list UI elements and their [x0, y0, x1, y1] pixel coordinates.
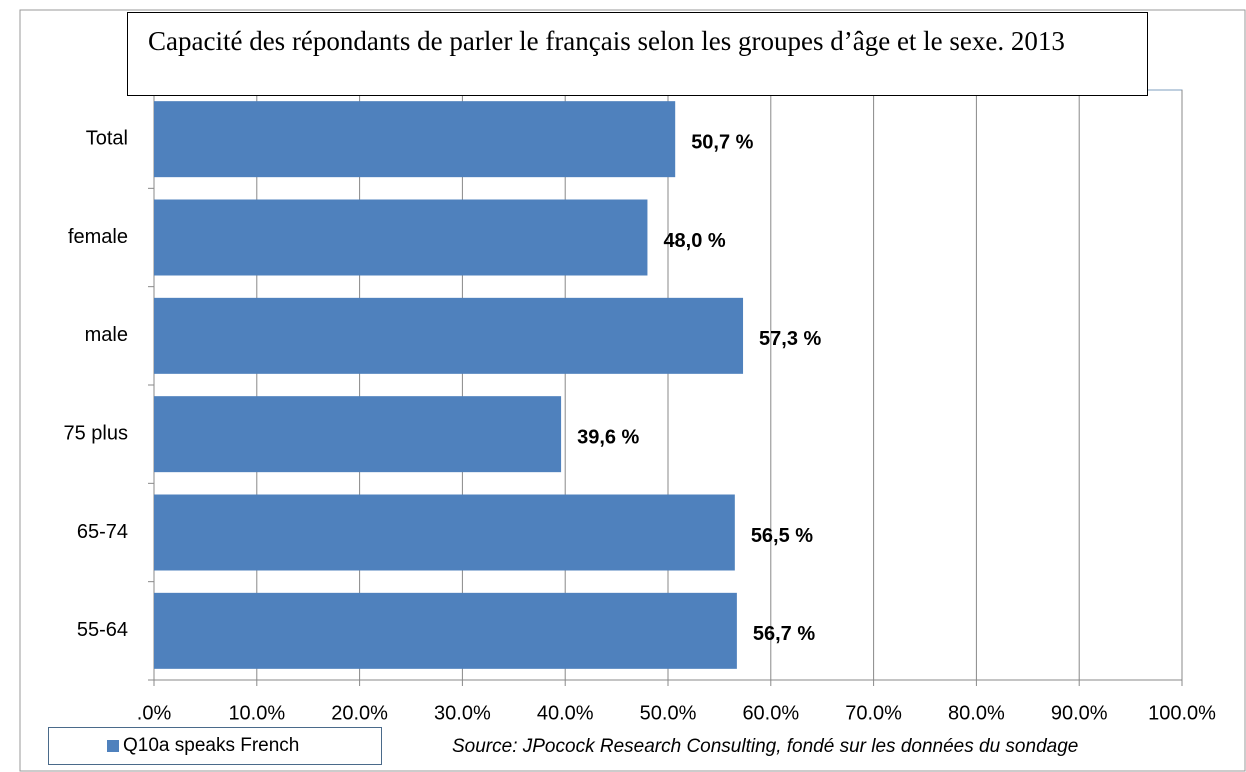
bar [154, 592, 737, 669]
bar [154, 494, 735, 571]
y-tick-label: 55-64 [77, 619, 128, 641]
y-tick-label: male [85, 324, 128, 346]
y-tick-label: 65-74 [77, 521, 128, 543]
x-tick-label: 100.0% [1148, 702, 1216, 724]
x-tick-label: 40.0% [537, 702, 594, 724]
bar [154, 199, 648, 276]
source-note: Source: JPocock Research Consulting, fon… [452, 736, 1079, 757]
x-tick-label: 20.0% [331, 702, 388, 724]
x-tick-label: 90.0% [1051, 702, 1108, 724]
bar [154, 396, 562, 473]
x-tick-label: 80.0% [948, 702, 1005, 724]
bar [154, 297, 744, 374]
bar [154, 101, 676, 178]
y-tick-label: female [68, 226, 128, 248]
value-label: 57,3 % [759, 328, 821, 350]
x-tick-label: 50.0% [640, 702, 697, 724]
value-label: 48,0 % [663, 230, 725, 252]
x-tick-label: 70.0% [845, 702, 902, 724]
y-tick-label: Total [86, 127, 128, 149]
x-tick-label: .0% [137, 702, 172, 724]
chart-border [19, 9, 1246, 772]
legend-label: Q10a speaks French [123, 735, 300, 756]
value-label: 50,7 % [691, 131, 753, 153]
x-tick-label: 30.0% [434, 702, 491, 724]
y-tick-label: 75 plus [64, 422, 129, 444]
x-tick-label: 10.0% [228, 702, 285, 724]
chart-title: Capacité des répondants de parler le fra… [127, 12, 1148, 96]
legend: Q10a speaks French [48, 727, 382, 765]
value-label: 39,6 % [577, 426, 639, 448]
legend-swatch [107, 740, 119, 752]
value-label: 56,5 % [751, 525, 813, 547]
value-label: 56,7 % [753, 623, 815, 645]
x-tick-label: 60.0% [742, 702, 799, 724]
